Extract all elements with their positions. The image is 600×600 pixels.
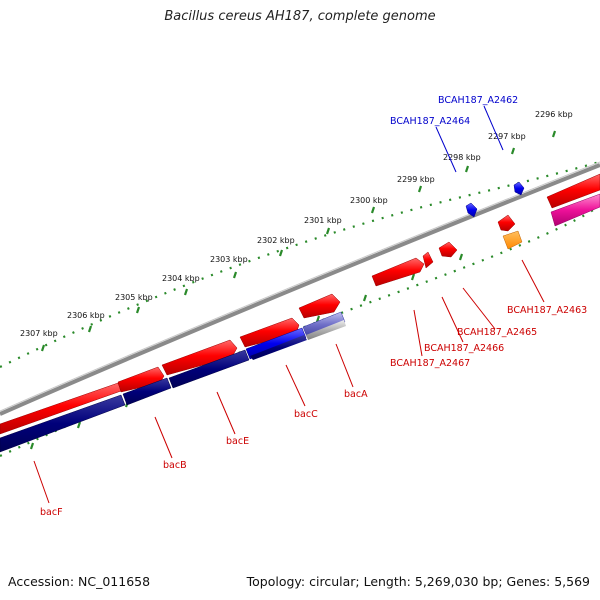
genome-backbone [0,163,600,416]
leader-bacC [285,364,306,407]
tick-label-2297: 2297 kbp [488,132,526,141]
tick-label-2303: 2303 kbp [210,255,248,264]
tick-label-2300: 2300 kbp [350,196,388,205]
gene-BCAH187_A2462-shape[interactable] [513,181,525,196]
leader-bacF [33,460,50,504]
gene-labels: BCAH187_A2462 BCAH187_A2464 BCAH187_A246… [40,95,587,518]
gene-right-forward[interactable] [546,173,600,209]
backbone-highlight [0,161,600,412]
label-bacE[interactable]: bacE [226,436,249,447]
leader-lines [33,105,545,504]
gene-BCAH187_A2463-orange[interactable] [502,230,523,250]
outer-scale-ticks: 2296 kbp 2297 kbp 2298 kbp 2299 kbp 2300… [20,110,573,352]
label-BCAH187_A2462[interactable]: BCAH187_A2462 [438,95,518,106]
label-BCAH187_A2464[interactable]: BCAH187_A2464 [390,116,470,127]
label-bacC[interactable]: bacC [294,409,318,420]
label-BCAH187_A2465[interactable]: BCAH187_A2465 [457,327,537,338]
leader-bacA [335,343,354,388]
label-BCAH187_A2463[interactable]: BCAH187_A2463 [507,305,587,316]
outer-blue-genes [465,181,525,218]
tick-label-2299: 2299 kbp [397,175,435,184]
gene-BCAH187_A2463-red[interactable] [497,214,516,232]
label-BCAH187_A2466[interactable]: BCAH187_A2466 [424,343,504,354]
tick-2304 [183,288,189,296]
gene-bacE-inner[interactable] [168,349,250,389]
tick-2302 [278,249,284,257]
leader-A2464 [435,126,457,173]
tick-label-2304: 2304 kbp [162,274,200,283]
tick-label-2301: 2301 kbp [304,216,342,225]
tick-2303 [232,271,238,279]
gene-bacF-inner[interactable] [0,394,126,453]
tick-label-2302: 2302 kbp [257,236,295,245]
leader-A2463 [521,259,545,303]
gene-BCAH187_A2467[interactable] [371,257,425,287]
tick-2296 [551,130,557,138]
leader-A2465 [462,287,496,330]
tick-label-2305: 2305 kbp [115,293,153,302]
inner-tick [362,294,368,302]
gene-bacC-inner-dark[interactable] [250,335,307,360]
tick-label-2306: 2306 kbp [67,311,105,320]
tick-2305 [135,306,141,314]
tick-label-2298: 2298 kbp [443,153,481,162]
gene-bacA-inner[interactable] [302,311,346,338]
gene-bacB-inner[interactable] [122,377,172,406]
inner-tick [76,421,82,429]
gene-BCAH187_A2466[interactable] [422,251,434,269]
gene-bacA-forward[interactable] [298,293,341,319]
genome-title: Bacillus cereus AH187, complete genome [164,9,436,24]
inner-tick [315,315,321,323]
gene-bacB-forward[interactable] [117,366,165,393]
tick-label-2296: 2296 kbp [535,110,573,119]
gene-BCAH187_A2465[interactable] [438,241,458,258]
gene-bacA-inner-grey[interactable] [306,320,346,340]
inner-tick [410,273,416,281]
leader-bacE [216,391,236,435]
tick-2306 [87,325,93,333]
leader-A2467 [413,309,423,357]
forward-genes [0,173,600,435]
gene-BCAH187_A2464-shape[interactable] [465,202,478,218]
leader-bacB [154,416,173,459]
gene-right-pink[interactable] [550,193,600,227]
genome-stats-text: Topology: circular; Length: 5,269,030 bp… [246,574,590,589]
leader-A2462 [483,105,504,151]
tick-label-2307: 2307 kbp [20,329,58,338]
inner-tick [458,253,464,261]
label-bacB[interactable]: bacB [163,460,187,471]
gene-bacC-inner[interactable] [245,327,307,360]
inner-tick [29,442,35,450]
tick-2300 [370,206,376,214]
label-bacA[interactable]: bacA [344,389,368,400]
gene-bacE-forward[interactable] [161,339,238,376]
label-bacF[interactable]: bacF [40,507,63,518]
tick-2298 [464,165,470,173]
label-BCAH187_A2467[interactable]: BCAH187_A2467 [390,358,470,369]
tick-2307 [40,344,46,352]
tick-2299 [417,185,423,193]
outer-scale-arc [0,148,600,368]
tick-2301 [325,227,331,235]
leader-A2466 [441,296,464,343]
accession-text: Accession: NC_011658 [8,574,151,589]
tick-2297 [510,147,516,155]
inner-genes [0,193,600,453]
